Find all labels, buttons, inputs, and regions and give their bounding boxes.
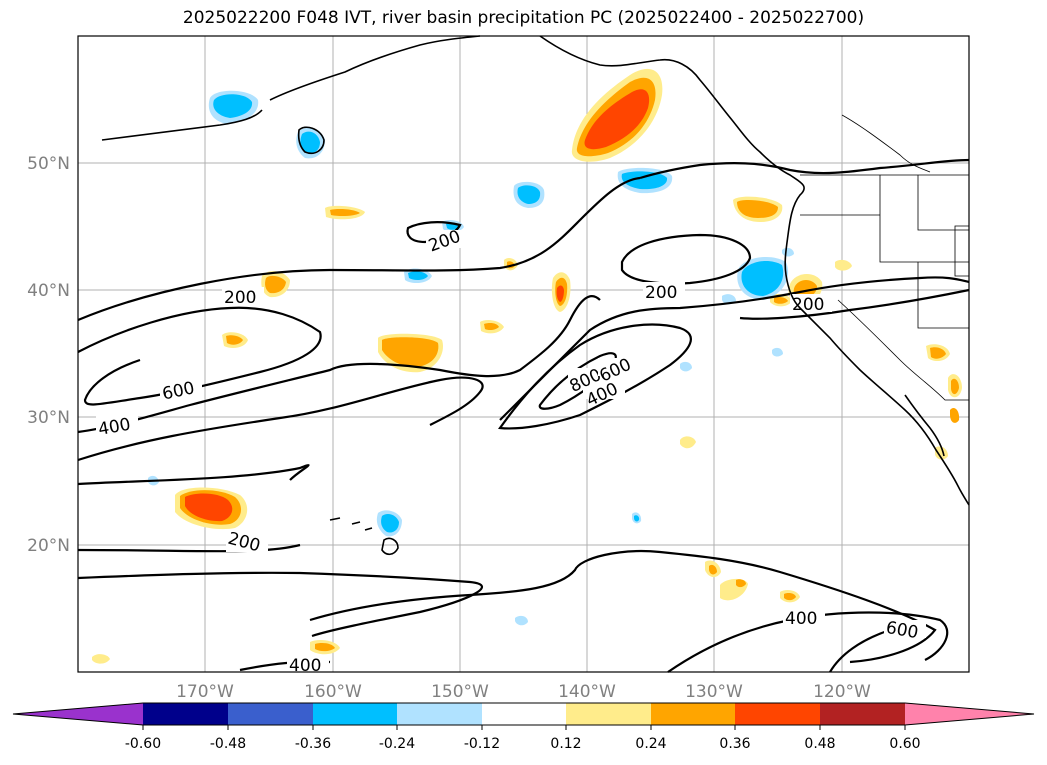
colorbar-tick: -0.60 xyxy=(125,736,161,752)
colorbar-tick: -0.36 xyxy=(295,736,331,752)
lon-label-160w: 160°W xyxy=(304,682,362,702)
colorbar: -0.60 -0.48 -0.36 -0.24 -0.12 0.12 0.24 … xyxy=(12,702,1035,752)
colorbar-tick: -0.24 xyxy=(379,736,415,752)
lon-label-140w: 140°W xyxy=(558,682,616,702)
colorbar-extend-max xyxy=(905,703,1034,725)
colorbar-tick: 0.60 xyxy=(889,736,920,752)
colorbar-tick: 0.48 xyxy=(804,736,835,752)
political-borders xyxy=(800,114,970,401)
contour-label-200-west: 200 xyxy=(224,288,256,308)
colorbar-tick: -0.12 xyxy=(464,736,500,752)
contour-label-400-south: 400 xyxy=(289,656,321,676)
map-frame xyxy=(77,35,970,673)
contour-label-400-southeast: 400 xyxy=(785,609,817,629)
map-title: 2025022200 F048 IVT, river basin precipi… xyxy=(182,8,865,28)
longitude-labels: 170°W 160°W 150°W 140°W 130°W 120°W xyxy=(176,682,871,702)
coastlines xyxy=(101,35,970,556)
colorbar-tick: 0.12 xyxy=(550,736,581,752)
lon-label-130w: 130°W xyxy=(685,682,743,702)
colorbar-tick: 0.24 xyxy=(635,736,666,752)
lat-label-30n: 30°N xyxy=(27,408,70,428)
lat-label-50n: 50°N xyxy=(27,154,70,174)
contour-label-200-east: 200 xyxy=(792,295,824,315)
latitude-labels: 50°N 40°N 30°N 20°N xyxy=(27,154,70,556)
colorbar-tick: -0.48 xyxy=(210,736,246,752)
lat-label-40n: 40°N xyxy=(27,281,70,301)
colorbar-tick: 0.36 xyxy=(719,736,750,752)
contour-label-200-central: 200 xyxy=(645,283,677,303)
lon-label-120w: 120°W xyxy=(813,682,871,702)
lon-label-150w: 150°W xyxy=(431,682,489,702)
ivt-contour-labels: 200 200 200 200 200 600 400 400 800 600 … xyxy=(96,227,926,676)
positive-precip-anomalies xyxy=(92,68,962,664)
map-background xyxy=(78,36,969,672)
lon-label-170w: 170°W xyxy=(176,682,234,702)
colorbar-extend-min xyxy=(13,703,143,725)
lat-label-20n: 20°N xyxy=(27,536,70,556)
gridlines xyxy=(78,36,969,672)
